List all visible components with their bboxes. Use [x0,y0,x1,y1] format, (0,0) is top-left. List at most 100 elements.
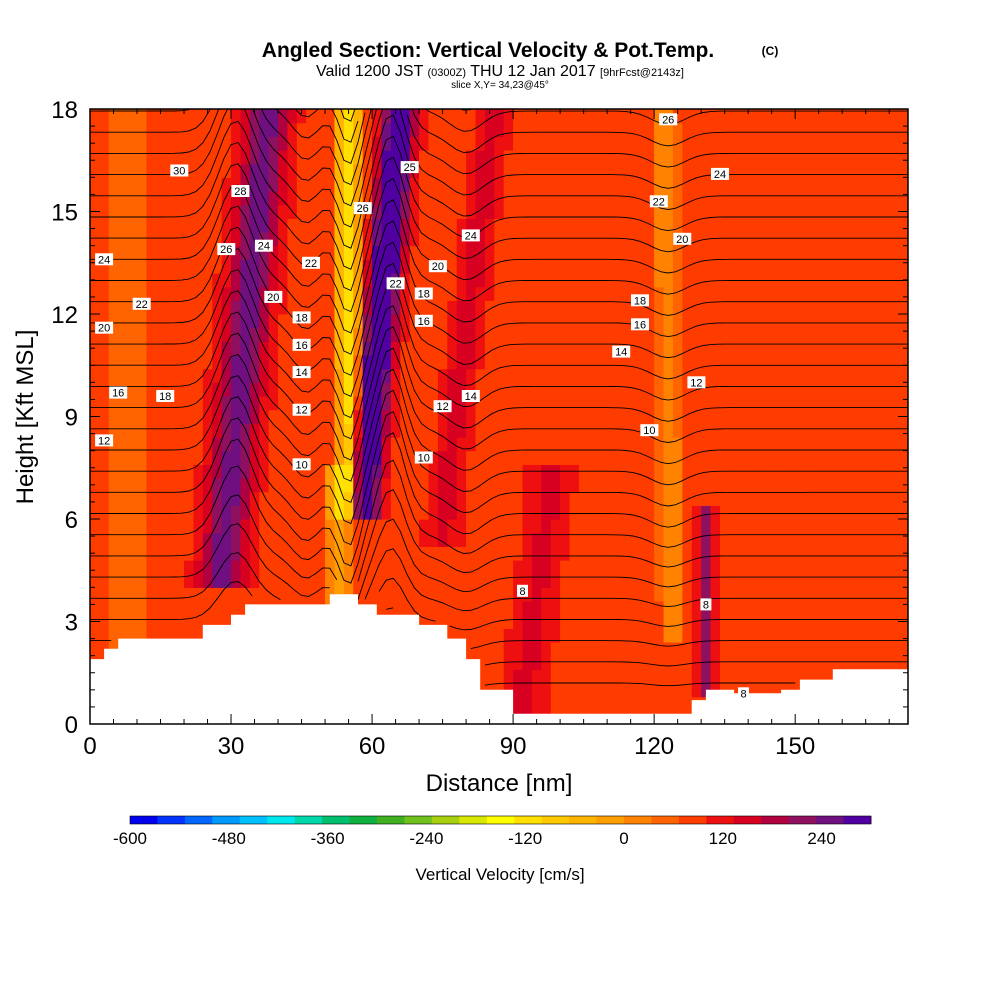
velocity-cell [550,628,561,643]
velocity-cell [296,327,307,342]
velocity-cell [701,382,712,397]
velocity-cell [428,204,439,219]
velocity-cell [625,669,636,684]
velocity-cell [343,286,354,301]
velocity-cell [118,245,129,260]
velocity-cell [240,437,251,452]
velocity-cell [654,163,665,178]
velocity-cell [729,177,740,192]
velocity-cell [682,163,693,178]
velocity-cell [184,341,195,356]
velocity-cell [860,478,871,493]
velocity-cell [409,314,420,329]
velocity-cell [278,218,289,233]
velocity-cell [560,423,571,438]
velocity-cell [362,245,373,260]
velocity-cell [221,532,232,547]
velocity-cell [221,191,232,206]
velocity-cell [569,300,580,315]
velocity-cell [757,122,768,137]
theta-label-text: 20 [98,323,110,335]
velocity-cell [738,560,749,575]
theta-label: 16 [631,318,649,331]
velocity-cell [569,382,580,397]
velocity-cell [409,204,420,219]
velocity-cell [531,560,542,575]
velocity-cell [560,218,571,233]
velocity-cell [400,368,411,383]
velocity-cell [776,573,787,588]
velocity-cell [616,587,627,602]
velocity-cell [484,136,495,151]
velocity-cell [776,601,787,616]
theta-label: 26 [353,202,372,215]
velocity-cell [475,314,486,329]
velocity-cell [766,478,777,493]
velocity-cell [531,601,542,616]
velocity-cell [710,505,721,520]
velocity-cell [484,396,495,411]
velocity-cell [447,122,458,137]
velocity-cell [353,587,364,602]
velocity-cell [503,341,514,356]
velocity-cell [879,341,890,356]
velocity-cell [879,286,890,301]
velocity-cell [757,560,768,575]
velocity-cell [644,478,655,493]
velocity-cell [860,587,871,602]
velocity-cell [889,122,900,137]
velocity-cell [118,191,129,206]
velocity-cell [757,519,768,534]
velocity-cell [287,505,298,520]
velocity-cell [513,314,524,329]
theta-contour-line [90,489,908,582]
velocity-cell [607,314,618,329]
velocity-cell [710,191,721,206]
velocity-cell [165,245,176,260]
velocity-cell [870,655,881,670]
velocity-cell [325,409,336,424]
velocity-cell [644,300,655,315]
velocity-cell [165,355,176,370]
velocity-cell [118,587,129,602]
velocity-cell [663,642,674,657]
velocity-cell [400,273,411,288]
velocity-cell [785,642,796,657]
velocity-cell [146,450,157,465]
velocity-cell [616,327,627,342]
velocity-cell [409,409,420,424]
velocity-cell [625,163,636,178]
velocity-cell [644,136,655,151]
velocity-cell [710,341,721,356]
velocity-cell [409,259,420,274]
velocity-cell [813,109,824,124]
velocity-cell [296,560,307,575]
velocity-cell [334,232,345,247]
theta-contour-line [90,305,908,440]
velocity-cell [522,245,533,260]
velocity-cell [99,109,110,124]
velocity-cell [842,122,853,137]
velocity-cell [296,355,307,370]
velocity-cell [240,177,251,192]
velocity-cell [785,341,796,356]
velocity-cell [212,204,223,219]
velocity-cell [860,191,871,206]
velocity-cell [710,122,721,137]
velocity-cell [541,560,552,575]
velocity-cell [879,450,890,465]
velocity-cell [212,273,223,288]
velocity-cell [184,614,195,629]
velocity-cell [409,478,420,493]
velocity-cell [691,314,702,329]
velocity-cell [860,300,871,315]
velocity-cell [231,191,242,206]
velocity-cell [155,505,166,520]
velocity-cell [870,437,881,452]
velocity-cell [381,437,392,452]
velocity-cell [879,150,890,165]
velocity-cell [560,409,571,424]
velocity-cell [343,259,354,274]
velocity-cell [231,587,242,602]
velocity-cell [155,491,166,506]
